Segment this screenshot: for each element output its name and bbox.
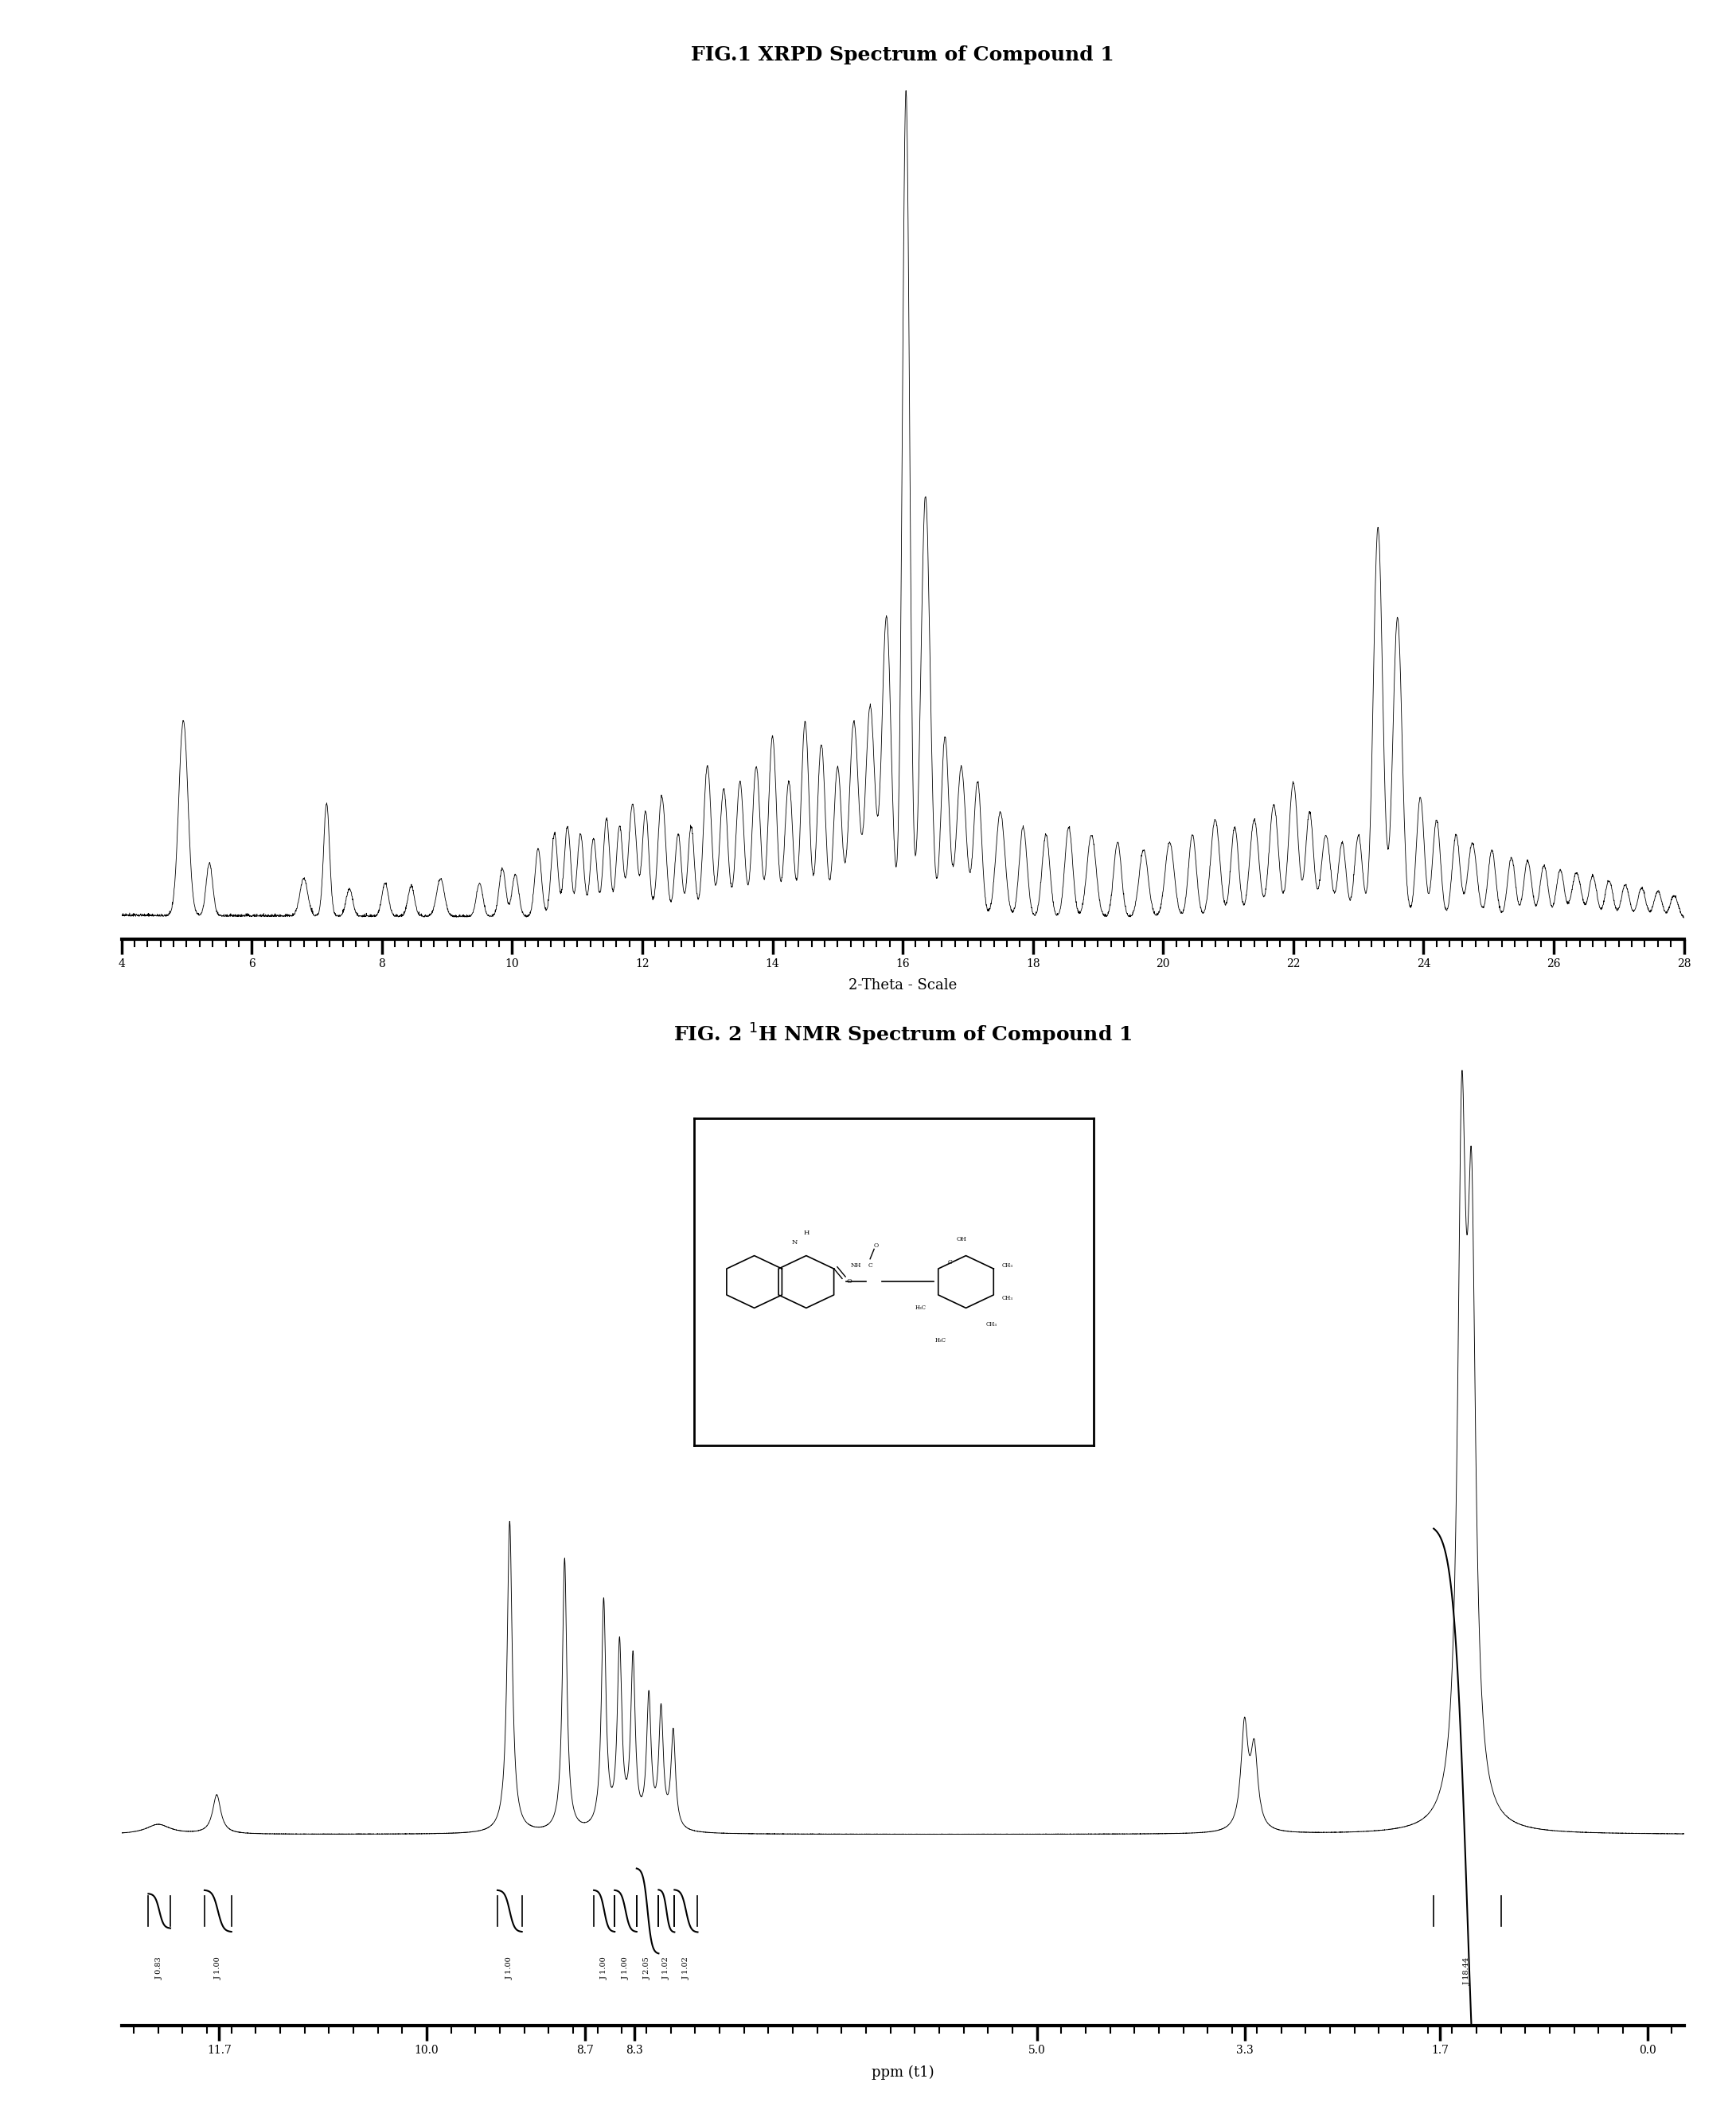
Text: J 1.02: J 1.02 — [682, 1956, 689, 1979]
Title: FIG.1 XRPD Spectrum of Compound 1: FIG.1 XRPD Spectrum of Compound 1 — [691, 46, 1115, 65]
Text: H: H — [804, 1230, 809, 1236]
Text: J 18.44: J 18.44 — [1463, 1956, 1470, 1986]
Text: C: C — [948, 1260, 953, 1266]
Title: FIG. 2 $^{1}$H NMR Spectrum of Compound 1: FIG. 2 $^{1}$H NMR Spectrum of Compound … — [674, 1021, 1132, 1049]
Text: N: N — [792, 1239, 797, 1245]
Text: C: C — [868, 1262, 873, 1268]
Text: CH₃: CH₃ — [1002, 1262, 1014, 1268]
Text: J 1.00: J 1.00 — [621, 1956, 628, 1979]
Text: O: O — [845, 1279, 852, 1285]
Text: H₃C: H₃C — [915, 1304, 925, 1310]
X-axis label: 2-Theta - Scale: 2-Theta - Scale — [849, 979, 957, 992]
Text: J 1.00: J 1.00 — [507, 1956, 514, 1979]
Text: J 1.00: J 1.00 — [214, 1956, 222, 1979]
Text: CH₃: CH₃ — [986, 1321, 996, 1327]
Text: OH: OH — [957, 1236, 967, 1243]
Text: H₃C: H₃C — [934, 1338, 946, 1344]
Text: O: O — [873, 1243, 878, 1249]
Text: J 1.02: J 1.02 — [663, 1956, 670, 1979]
Text: NH: NH — [851, 1262, 861, 1268]
Text: CH₃: CH₃ — [1002, 1296, 1014, 1302]
Text: J 2.05: J 2.05 — [644, 1956, 651, 1979]
X-axis label: ppm (t1): ppm (t1) — [871, 2066, 934, 2080]
Text: J 0.83: J 0.83 — [156, 1956, 163, 1979]
Text: J 1.00: J 1.00 — [601, 1956, 608, 1979]
